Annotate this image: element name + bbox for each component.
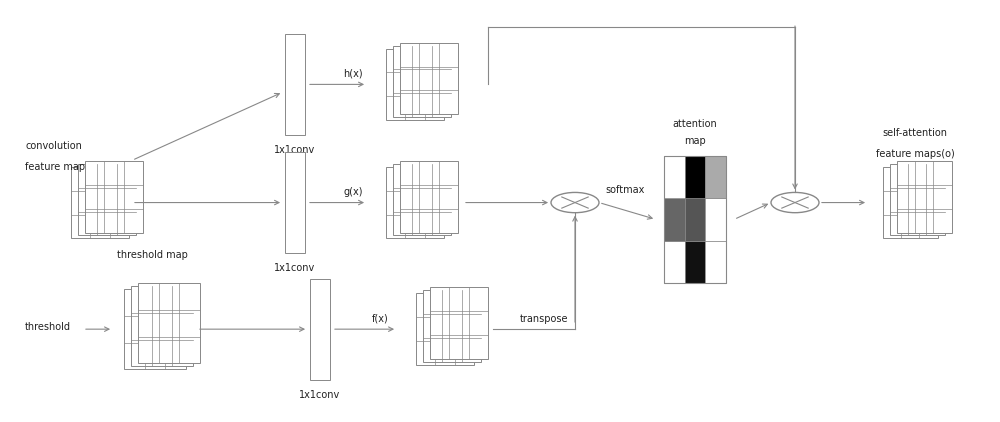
Bar <box>897 161 952 233</box>
Bar <box>131 286 193 366</box>
Text: 1x1conv: 1x1conv <box>274 263 316 273</box>
Bar <box>705 198 726 241</box>
Text: self-attention: self-attention <box>883 128 948 138</box>
Bar <box>393 164 451 235</box>
Bar <box>386 167 444 238</box>
Bar <box>78 164 136 235</box>
Bar <box>664 241 685 283</box>
Bar <box>705 156 726 198</box>
Bar <box>400 43 458 114</box>
Bar <box>423 290 481 362</box>
Bar <box>124 289 186 369</box>
Text: 1x1conv: 1x1conv <box>299 390 341 400</box>
Text: f(x): f(x) <box>372 314 388 324</box>
Bar <box>71 167 129 238</box>
Bar <box>285 34 305 135</box>
Bar <box>386 49 444 120</box>
Text: threshold map: threshold map <box>117 250 188 260</box>
Text: softmax: softmax <box>605 185 644 195</box>
Bar <box>430 287 488 359</box>
Text: attention: attention <box>673 119 717 130</box>
Bar <box>400 161 458 233</box>
Bar <box>664 198 685 241</box>
Bar <box>664 156 726 283</box>
Bar <box>664 156 685 198</box>
Bar <box>285 152 305 253</box>
Bar <box>310 279 330 380</box>
Text: threshold: threshold <box>25 322 71 332</box>
Text: convolution: convolution <box>25 141 82 151</box>
Text: 1x1conv: 1x1conv <box>274 145 316 155</box>
Bar <box>138 283 200 363</box>
Text: g(x): g(x) <box>343 187 363 197</box>
Bar <box>890 164 945 235</box>
Bar <box>393 46 451 117</box>
Bar <box>705 241 726 283</box>
Text: feature maps(x): feature maps(x) <box>25 162 104 172</box>
Text: map: map <box>684 136 706 146</box>
Text: h(x): h(x) <box>343 69 363 79</box>
Text: transpose: transpose <box>520 314 568 324</box>
Bar <box>685 156 705 198</box>
Bar <box>416 293 474 365</box>
Bar <box>883 167 938 238</box>
Text: feature maps(o): feature maps(o) <box>876 149 954 159</box>
Bar <box>685 198 705 241</box>
Bar <box>685 241 705 283</box>
Bar <box>85 161 143 233</box>
